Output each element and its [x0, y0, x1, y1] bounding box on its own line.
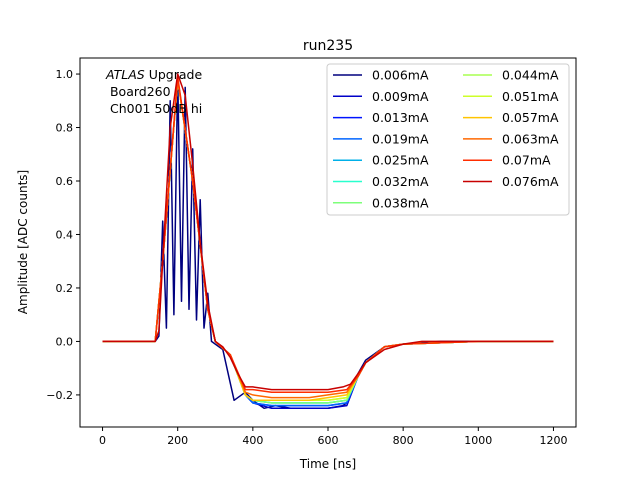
x-tick-label: 200: [167, 434, 188, 447]
legend-label: 0.063mA: [502, 131, 559, 146]
annotation-channel: Ch001 50dB hi: [106, 101, 202, 116]
svg-text:ATLAS Upgrade: ATLAS Upgrade: [105, 67, 202, 82]
y-tick-label: 0.0: [56, 335, 74, 348]
y-axis: −0.2 0.0 0.2 0.4 0.6 0.8 1.0: [46, 68, 80, 402]
annotation-italic: ATLAS: [105, 67, 145, 82]
series-group: [102, 73, 554, 410]
y-tick-label: 0.2: [56, 282, 74, 295]
x-axis: 0 200 400 600 800 1000 1200: [99, 427, 567, 447]
legend-label: 0.038mA: [372, 195, 429, 210]
legend-label: 0.009mA: [372, 89, 429, 104]
legend-frame: [326, 63, 570, 216]
legend: 0.006mA 0.009mA 0.013mA 0.019mA 0.025mA 0.032…: [326, 63, 570, 216]
series-line-12: [102, 73, 554, 391]
annotation-rest: Upgrade: [145, 67, 203, 82]
x-tick-label: 400: [242, 434, 263, 447]
legend-label: 0.019mA: [372, 131, 429, 146]
legend-label: 0.032mA: [372, 174, 429, 189]
x-tick-label: 600: [318, 434, 339, 447]
y-tick-label: 1.0: [56, 68, 74, 81]
chart-title: run235: [303, 38, 353, 54]
y-tick-label: −0.2: [46, 389, 73, 402]
x-tick-label: 1200: [539, 434, 567, 447]
legend-label: 0.057mA: [502, 110, 559, 125]
x-tick-label: 0: [99, 434, 106, 447]
legend-label: 0.07mA: [502, 153, 551, 168]
legend-label: 0.025mA: [372, 153, 429, 168]
legend-label: 0.006mA: [372, 68, 429, 83]
x-tick-label: 800: [393, 434, 414, 447]
y-axis-label: Amplitude [ADC counts]: [16, 170, 30, 314]
annotation-board: Board260: [106, 84, 171, 99]
legend-label: 0.076mA: [502, 174, 559, 189]
plot-area: [79, 57, 577, 428]
y-tick-label: 0.8: [56, 122, 74, 135]
x-axis-label: Time [ns]: [299, 457, 356, 471]
legend-label: 0.051mA: [502, 89, 559, 104]
y-tick-label: 0.6: [56, 175, 74, 188]
y-tick-label: 0.4: [56, 228, 74, 241]
series-line-11: [102, 75, 554, 393]
legend-label: 0.013mA: [372, 110, 429, 125]
x-tick-label: 1000: [464, 434, 492, 447]
atlas-annotation: ATLAS Upgrade Board260 Ch001 50dB hi: [105, 67, 202, 116]
legend-label: 0.044mA: [502, 68, 559, 83]
